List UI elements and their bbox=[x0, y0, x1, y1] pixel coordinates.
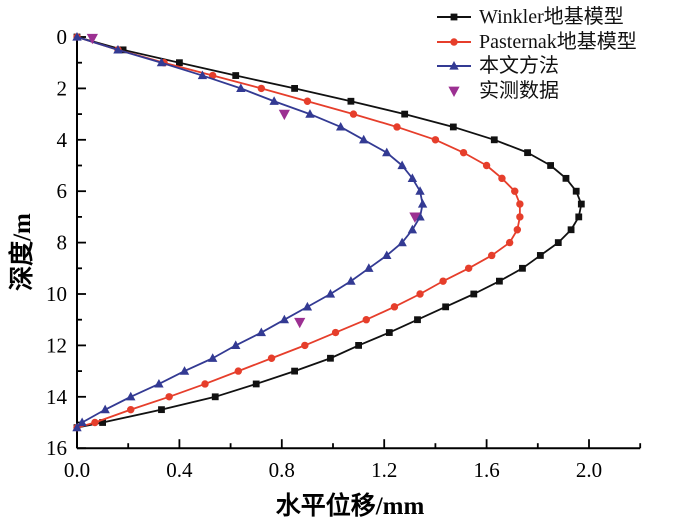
y-tick-label: 2 bbox=[57, 76, 68, 100]
y-tick-label: 16 bbox=[46, 436, 67, 460]
y-tick-label: 10 bbox=[46, 282, 67, 306]
pasternak-line-marker-icon bbox=[437, 38, 471, 46]
proposed-method-line-marker-icon bbox=[437, 61, 471, 70]
legend-label: 本文方法 bbox=[479, 55, 559, 78]
legend: Winkler地基模型 Pasternak地基模型 本文方法 实测数据 bbox=[436, 5, 637, 103]
series-0 bbox=[73, 33, 585, 432]
y-tick-label: 14 bbox=[46, 385, 68, 409]
x-axis-title: 水平位移/mm bbox=[275, 493, 425, 520]
series-line bbox=[76, 36, 583, 429]
measured-data-marker-icon bbox=[448, 86, 460, 97]
x-tick-label: 0.8 bbox=[269, 458, 295, 482]
series-3 bbox=[86, 33, 421, 329]
series-line bbox=[76, 36, 521, 429]
ticks bbox=[76, 36, 642, 450]
y-axis-title: 深度/m bbox=[9, 213, 36, 291]
y-tick-label: 0 bbox=[57, 25, 68, 49]
x-tick-label: 1.2 bbox=[371, 458, 397, 482]
x-tick-label: 1.6 bbox=[473, 458, 499, 482]
legend-item-measured-data: 实测数据 bbox=[436, 79, 637, 104]
y-tick-label: 6 bbox=[57, 179, 68, 203]
x-tick-label: 0.4 bbox=[166, 458, 193, 482]
y-tick-label: 12 bbox=[46, 333, 67, 357]
legend-item-proposed-method: 本文方法 bbox=[436, 54, 637, 79]
legend-label: 实测数据 bbox=[479, 79, 559, 102]
legend-label: Winkler地基模型 bbox=[479, 6, 624, 29]
y-tick-label: 4 bbox=[57, 128, 68, 152]
y-tick-label: 8 bbox=[57, 231, 68, 255]
tick-labels: 0.0 0.4 0.8 1.2 1.6 2.0 0 2 4 6 8 10 12 14 16 bbox=[46, 25, 602, 482]
legend-item-winkler: Winkler地基模型 bbox=[436, 5, 637, 30]
x-tick-label: 0.0 bbox=[64, 458, 90, 482]
series-line bbox=[76, 36, 424, 429]
legend-label: Pasternak地基模型 bbox=[479, 30, 637, 53]
series-2 bbox=[72, 32, 428, 432]
legend-item-pasternak: Pasternak地基模型 bbox=[436, 30, 637, 55]
winkler-line-marker-icon bbox=[437, 13, 471, 21]
x-tick-label: 2.0 bbox=[576, 458, 602, 482]
